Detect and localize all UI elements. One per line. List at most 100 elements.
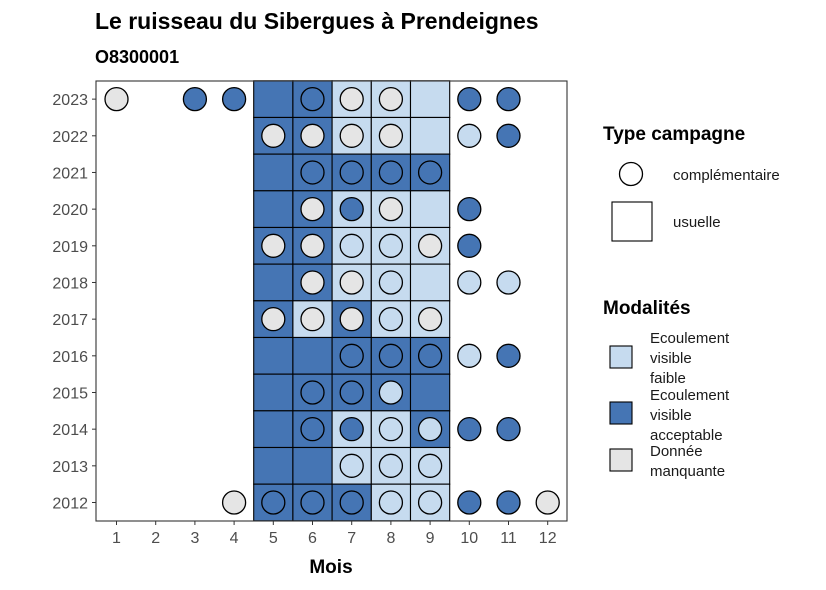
- legend-type-item: complémentaire: [673, 167, 780, 184]
- chart-subtitle: O8300001: [95, 47, 179, 67]
- point-2023-1: [104, 86, 129, 112]
- point-2023-11: [496, 86, 521, 112]
- point-2013-8: [378, 453, 404, 478]
- point-2012-4: [221, 490, 247, 515]
- tile-2018-8: [370, 263, 412, 302]
- tile-2021-6: [292, 153, 333, 192]
- legend-item-label: Ecoulement: [650, 387, 730, 404]
- point-2023-6: [300, 86, 325, 112]
- tile-2018-9: [409, 263, 451, 302]
- tile-2021-5: [253, 153, 294, 192]
- point-2021-6: [300, 160, 325, 185]
- plot-area: 2012 2013 2014 2015 2016 2017 2018 2019 2020 2021…: [52, 80, 568, 547]
- point-2012-12: [535, 490, 560, 515]
- point-2022-5: [261, 123, 286, 148]
- tile-2020-9: [409, 190, 451, 229]
- point-2018-10: [457, 270, 482, 295]
- point-2022-7: [339, 123, 364, 148]
- legend-item-label: acceptable: [650, 427, 723, 444]
- y-tick-label: 2013: [52, 459, 88, 476]
- point-2023-7: [339, 86, 364, 112]
- x-tick-label: 11: [500, 530, 517, 547]
- point-2020-7: [339, 196, 364, 222]
- point-2023-8: [378, 86, 404, 112]
- legend-item-label: Donnée: [650, 443, 703, 460]
- y-tick-label: 2015: [52, 385, 88, 402]
- point-2013-9: [417, 453, 443, 478]
- point-2016-8: [378, 343, 404, 368]
- tile-2016-5: [253, 336, 294, 375]
- tile-2023-5: [253, 80, 294, 119]
- point-2023-4: [221, 86, 247, 112]
- tile-2014-5: [253, 410, 294, 449]
- y-tick-label: 2014: [52, 422, 88, 439]
- x-tick-label: 9: [426, 530, 435, 547]
- x-tick-label: 7: [347, 530, 356, 547]
- point-2018-6: [300, 270, 325, 295]
- point-2014-10: [457, 417, 482, 442]
- legend-key-acceptable: [609, 401, 633, 425]
- y-tick-label: 2016: [52, 349, 88, 366]
- y-tick-label: 2022: [52, 129, 88, 146]
- point-2022-8: [378, 123, 404, 148]
- legend-key-faible: [609, 345, 633, 369]
- tile-2018-5: [253, 263, 294, 302]
- legend: Type campagne complémentaire usuelle Modali…: [603, 124, 780, 480]
- tile-2015-9: [409, 373, 451, 412]
- point-2021-9: [417, 160, 443, 185]
- point-2019-5: [261, 233, 286, 258]
- x-tick-label: 12: [539, 530, 557, 547]
- tile-2016-6: [292, 336, 333, 375]
- tile-2013-6: [292, 446, 333, 485]
- y-tick-label: 2017: [52, 312, 88, 329]
- point-2012-6: [300, 490, 325, 515]
- x-tick-label: 10: [460, 530, 478, 547]
- x-tick-label: 8: [386, 530, 395, 547]
- point-2023-10: [457, 86, 482, 112]
- point-2016-9: [417, 343, 443, 368]
- point-2014-8: [378, 417, 404, 442]
- point-2012-7: [339, 490, 364, 515]
- point-2014-9: [417, 417, 443, 442]
- legend-item-label: Ecoulement: [650, 330, 730, 347]
- point-2017-5: [261, 306, 286, 332]
- point-2020-6: [300, 196, 325, 222]
- y-tick-label: 2020: [52, 202, 88, 219]
- legend-type-title: Type campagne: [603, 124, 745, 145]
- point-2019-7: [339, 233, 364, 258]
- point-2017-6: [300, 306, 325, 332]
- tile-2020-8: [370, 190, 412, 229]
- point-2015-8: [378, 380, 404, 405]
- point-2016-11: [496, 343, 521, 368]
- point-2019-10: [457, 233, 482, 258]
- legend-key-manquante: [609, 448, 633, 472]
- point-2017-9: [417, 306, 443, 332]
- point-2022-10: [457, 123, 482, 148]
- point-2020-10: [457, 196, 482, 222]
- point-2020-8: [378, 196, 404, 222]
- point-2022-6: [300, 123, 325, 148]
- tile-2013-5: [253, 446, 294, 485]
- point-2017-7: [339, 306, 364, 332]
- y-tick-label: 2018: [52, 275, 88, 292]
- legend-circle-key: [618, 161, 644, 187]
- legend-item-label: visible: [650, 407, 692, 424]
- point-2015-7: [339, 380, 364, 405]
- y-tick-label: 2023: [52, 92, 88, 109]
- y-tick-label: 2021: [52, 165, 88, 182]
- tile-2022-9: [409, 116, 451, 155]
- panel-border: [95, 80, 568, 522]
- point-2016-7: [339, 343, 364, 368]
- x-tick-label: 1: [112, 530, 121, 547]
- legend-item-label: faible: [650, 370, 686, 387]
- point-2022-11: [496, 123, 521, 148]
- point-2012-10: [457, 490, 482, 515]
- x-tick-label: 5: [269, 530, 278, 547]
- y-tick-label: 2012: [52, 496, 88, 513]
- point-2018-7: [339, 270, 364, 295]
- tile-2020-5: [253, 190, 294, 229]
- x-tick-label: 2: [151, 530, 160, 547]
- point-2023-3: [182, 86, 208, 112]
- point-2018-8: [378, 270, 404, 295]
